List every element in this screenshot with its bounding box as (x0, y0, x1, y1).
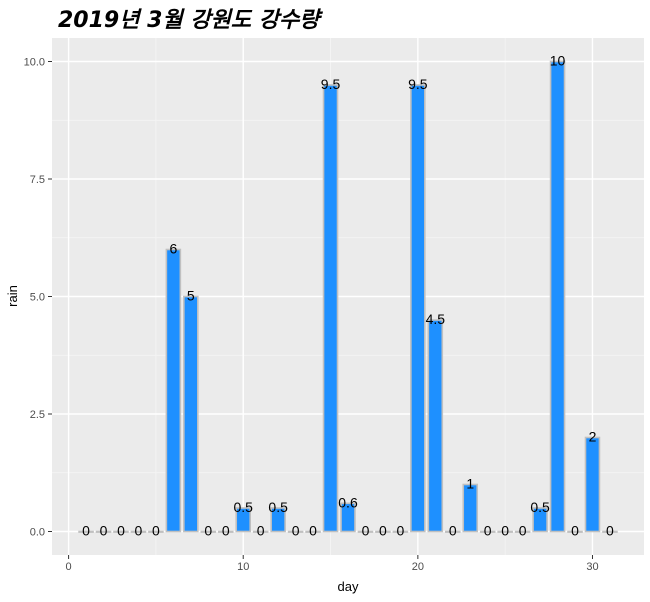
data-label: 0 (571, 523, 579, 539)
bar (340, 502, 356, 533)
bar (78, 530, 94, 533)
y-tick-label: 2.5 (30, 409, 45, 421)
data-label: 10 (550, 53, 566, 69)
data-label: 0.5 (233, 499, 253, 515)
bar (584, 436, 601, 533)
bar (130, 530, 147, 533)
bar (514, 530, 531, 533)
x-tick-label: 0 (66, 561, 72, 573)
data-label: 5 (187, 288, 195, 304)
data-label: 0 (396, 523, 404, 539)
bar (549, 60, 566, 533)
y-tick-label: 10.0 (24, 57, 45, 69)
data-label: 0 (152, 523, 160, 539)
y-tick-label: 5.0 (30, 292, 45, 304)
bar (322, 84, 339, 533)
y-tick-label: 0.0 (30, 527, 45, 539)
y-tick-label: 7.5 (30, 174, 45, 186)
bar (252, 530, 269, 533)
bar (287, 530, 304, 533)
bar (532, 507, 548, 533)
data-label: 0 (501, 523, 509, 539)
y-axis-title: rain (5, 285, 20, 307)
bar (113, 530, 129, 533)
data-label: 0 (309, 523, 317, 539)
bar (410, 84, 426, 533)
data-label: 0 (519, 523, 527, 539)
data-label: 2 (589, 429, 597, 445)
data-label: 4.5 (426, 311, 446, 327)
bar (183, 295, 199, 533)
bar (567, 530, 583, 533)
bar (602, 530, 618, 533)
bar (479, 530, 496, 533)
bar (392, 530, 409, 533)
chart-title: 2019년 3월 강원도 강수량 (58, 8, 320, 33)
bars (78, 60, 618, 533)
bar (165, 248, 182, 533)
bar (235, 507, 252, 533)
data-label: 0 (292, 523, 300, 539)
data-label: 0 (100, 523, 108, 539)
bar (462, 483, 479, 533)
x-tick-label: 30 (586, 561, 598, 573)
data-label: 9.5 (408, 76, 428, 92)
data-label: 0.6 (338, 494, 358, 510)
bar (148, 530, 164, 533)
data-label: 0 (257, 523, 265, 539)
bar (217, 530, 234, 533)
data-label: 0 (204, 523, 212, 539)
data-label: 0 (484, 523, 492, 539)
data-label: 0 (117, 523, 125, 539)
data-label: 0 (82, 523, 90, 539)
bar (444, 530, 461, 533)
data-label: 0 (362, 523, 370, 539)
data-label: 0 (606, 523, 614, 539)
x-tick-label: 20 (412, 561, 424, 573)
bar (357, 530, 374, 533)
data-label: 9.5 (321, 76, 341, 92)
bar (375, 530, 391, 533)
x-tick-label: 10 (237, 561, 249, 573)
bar (95, 530, 112, 533)
data-label: 0 (379, 523, 387, 539)
bar (200, 530, 217, 533)
data-label: 1 (466, 476, 474, 492)
axes: 0 10 20 300.02.55.07.510.0 (24, 57, 599, 574)
x-axis-title: day (338, 579, 359, 594)
bar (270, 507, 286, 533)
data-label: 0.5 (268, 499, 288, 515)
data-label: 0 (135, 523, 143, 539)
data-label: 6 (169, 241, 177, 257)
bar (497, 530, 513, 533)
data-label: 0 (449, 523, 457, 539)
bar (427, 319, 444, 533)
bar (305, 530, 321, 533)
data-label: 0 (222, 523, 230, 539)
data-label: 0.5 (530, 499, 550, 515)
